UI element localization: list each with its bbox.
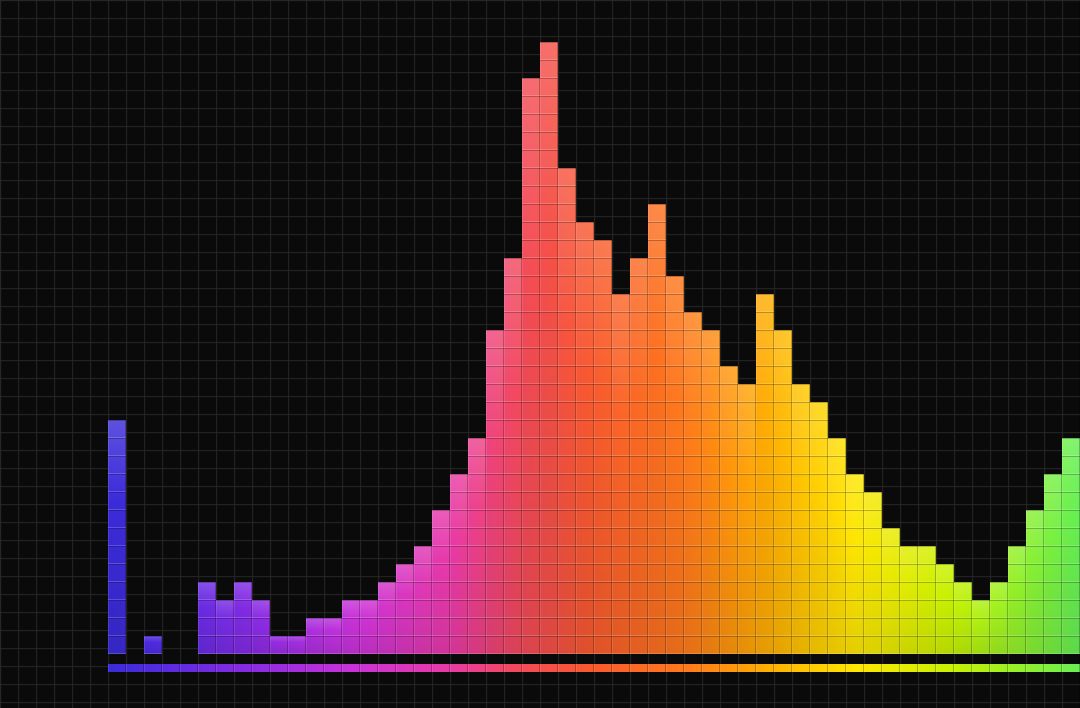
spectrum-bar — [666, 276, 684, 654]
bars-layer — [0, 0, 1080, 708]
spectrum-bar — [774, 330, 792, 654]
spectrum-bar — [630, 258, 648, 654]
spectrum-bar — [720, 366, 738, 654]
spectrum-bar — [306, 618, 324, 654]
spectrum-bar — [216, 600, 234, 654]
spectrum-bar — [684, 312, 702, 654]
spectrum-bar — [252, 600, 270, 654]
spectrum-bar — [792, 384, 810, 654]
spectrum-histogram — [0, 0, 1080, 708]
spectrum-bar — [144, 636, 162, 654]
spectrum-bar — [972, 600, 990, 654]
spectrum-bar — [594, 240, 612, 654]
spectrum-bar — [882, 528, 900, 654]
spectrum-bar — [504, 258, 522, 654]
spectrum-bar — [522, 78, 540, 654]
spectrum-bar — [486, 330, 504, 654]
spectrum-bar — [342, 600, 360, 654]
spectrum-color-strip — [108, 664, 1080, 672]
spectrum-bar — [324, 618, 342, 654]
spectrum-bar — [648, 204, 666, 654]
spectrum-bar — [576, 222, 594, 654]
spectrum-bar — [828, 438, 846, 654]
spectrum-bar — [270, 636, 288, 654]
spectrum-bar — [702, 330, 720, 654]
spectrum-bar — [1008, 546, 1026, 654]
spectrum-bar — [288, 636, 306, 654]
spectrum-bar — [900, 546, 918, 654]
spectrum-bar — [936, 564, 954, 654]
spectrum-bar — [468, 438, 486, 654]
spectrum-bar — [432, 510, 450, 654]
spectrum-bar — [846, 474, 864, 654]
spectrum-bar — [612, 294, 630, 654]
spectrum-bar — [954, 582, 972, 654]
spectrum-bar — [810, 402, 828, 654]
spectrum-bar — [414, 546, 432, 654]
spectrum-bar — [540, 42, 558, 654]
spectrum-bar — [1062, 438, 1080, 654]
spectrum-bar — [396, 564, 414, 654]
spectrum-bar — [738, 384, 756, 654]
spectrum-bar — [360, 600, 378, 654]
spectrum-bar — [864, 492, 882, 654]
spectrum-bar — [450, 474, 468, 654]
spectrum-bar — [108, 420, 126, 654]
spectrum-bar — [756, 294, 774, 654]
spectrum-bar — [198, 582, 216, 654]
spectrum-bar — [990, 582, 1008, 654]
spectrum-bar — [558, 168, 576, 654]
spectrum-bar — [918, 546, 936, 654]
spectrum-bar — [1026, 510, 1044, 654]
spectrum-bar — [234, 582, 252, 654]
spectrum-bar — [1044, 474, 1062, 654]
spectrum-bar — [378, 582, 396, 654]
